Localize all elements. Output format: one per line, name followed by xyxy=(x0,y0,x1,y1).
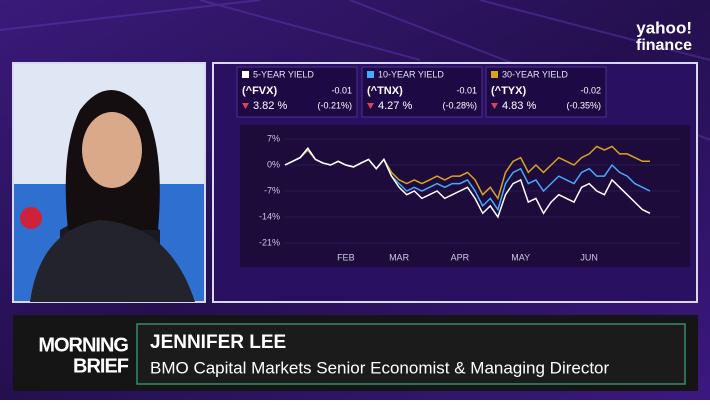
show-line1: MORNING xyxy=(38,334,128,356)
legend-name: 5-YEAR YIELD xyxy=(253,69,314,79)
x-tick-label: APR xyxy=(451,252,470,262)
show-line2: BRIEF xyxy=(73,355,129,377)
legend-change: -0.01 xyxy=(331,85,352,95)
legend-swatch xyxy=(242,71,249,78)
legend-tile xyxy=(236,66,358,118)
chart: 7% 0% -7% -14% -21% FEB MAR APR MAY JUN 5-YEAR YIE… xyxy=(236,66,680,262)
down-arrow xyxy=(242,103,249,109)
logo-brand: yahoo! xyxy=(636,18,692,37)
legend-price: 4.27 % xyxy=(378,100,412,112)
legend-tile xyxy=(485,66,607,118)
legend-change-pct: (-0.35%) xyxy=(566,100,601,110)
legend-symbol: (^FVX) xyxy=(242,85,277,97)
legend-tile xyxy=(361,66,483,118)
plot-area xyxy=(240,125,690,267)
y-tick-label: 0% xyxy=(267,159,280,169)
legend-change: -0.02 xyxy=(580,85,601,95)
down-arrow xyxy=(491,103,498,109)
legend-symbol: (^TYX) xyxy=(491,85,526,97)
guest-name: JENNIFER LEE xyxy=(150,332,286,353)
down-arrow xyxy=(367,103,374,109)
logo-product: finance xyxy=(636,37,692,54)
series-line xyxy=(284,147,651,219)
name-box xyxy=(136,323,686,385)
y-tick-label: -14% xyxy=(259,211,280,221)
legend-change: -0.01 xyxy=(456,85,477,95)
legend-change-pct: (-0.21%) xyxy=(317,100,352,110)
x-tick-label: MAY xyxy=(511,252,530,262)
legend-swatch xyxy=(491,71,498,78)
y-tick-label: -7% xyxy=(264,185,280,195)
x-tick-label: MAR xyxy=(389,252,410,262)
legend-swatch xyxy=(367,71,374,78)
legend-price: 4.83 % xyxy=(502,100,536,112)
legend-symbol: (^TNX) xyxy=(367,85,403,97)
y-tick-label: -21% xyxy=(259,237,280,247)
legend-name: 30-YEAR YIELD xyxy=(502,69,568,79)
guest-title: BMO Capital Markets Senior Economist & M… xyxy=(150,358,610,377)
x-tick-label: FEB xyxy=(337,252,355,262)
video-feed xyxy=(12,62,206,303)
x-tick-label: JUN xyxy=(580,252,598,262)
y-tick-label: 7% xyxy=(267,133,280,143)
legend-name: 10-YEAR YIELD xyxy=(378,69,444,79)
legend-price: 3.82 % xyxy=(253,100,287,112)
legend-change-pct: (-0.28%) xyxy=(442,100,477,110)
